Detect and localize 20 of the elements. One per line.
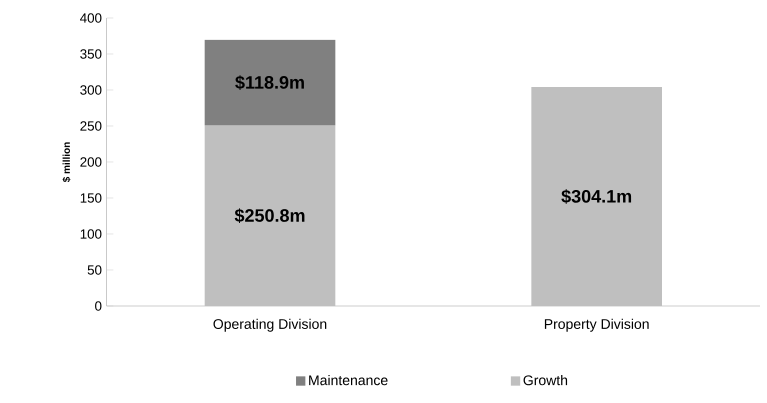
y-tick-label: 400 bbox=[80, 13, 102, 23]
y-tick-label: 200 bbox=[80, 157, 102, 167]
data-label: $118.9m bbox=[235, 75, 304, 90]
y-tick-label: 300 bbox=[80, 85, 102, 95]
y-tick-label: 350 bbox=[80, 49, 102, 59]
data-label: $250.8m bbox=[234, 208, 304, 224]
data-label: $304.1m bbox=[561, 189, 632, 204]
bar bbox=[531, 87, 662, 306]
bar bbox=[204, 125, 336, 306]
y-tick-label: 50 bbox=[88, 265, 102, 275]
y-tick-label: 250 bbox=[80, 121, 102, 131]
legend-label: Maintenance bbox=[309, 374, 388, 386]
x-tick-label: Operating Division bbox=[213, 318, 326, 332]
y-tick-label: 150 bbox=[80, 193, 102, 203]
x-tick-label: Property Division bbox=[544, 318, 649, 332]
y-tick-label: 0 bbox=[95, 301, 102, 311]
y-axis-title: $ million bbox=[62, 142, 71, 182]
bar bbox=[204, 40, 336, 126]
y-tick-label: 100 bbox=[80, 229, 102, 239]
legend-label: Growth bbox=[524, 374, 568, 386]
